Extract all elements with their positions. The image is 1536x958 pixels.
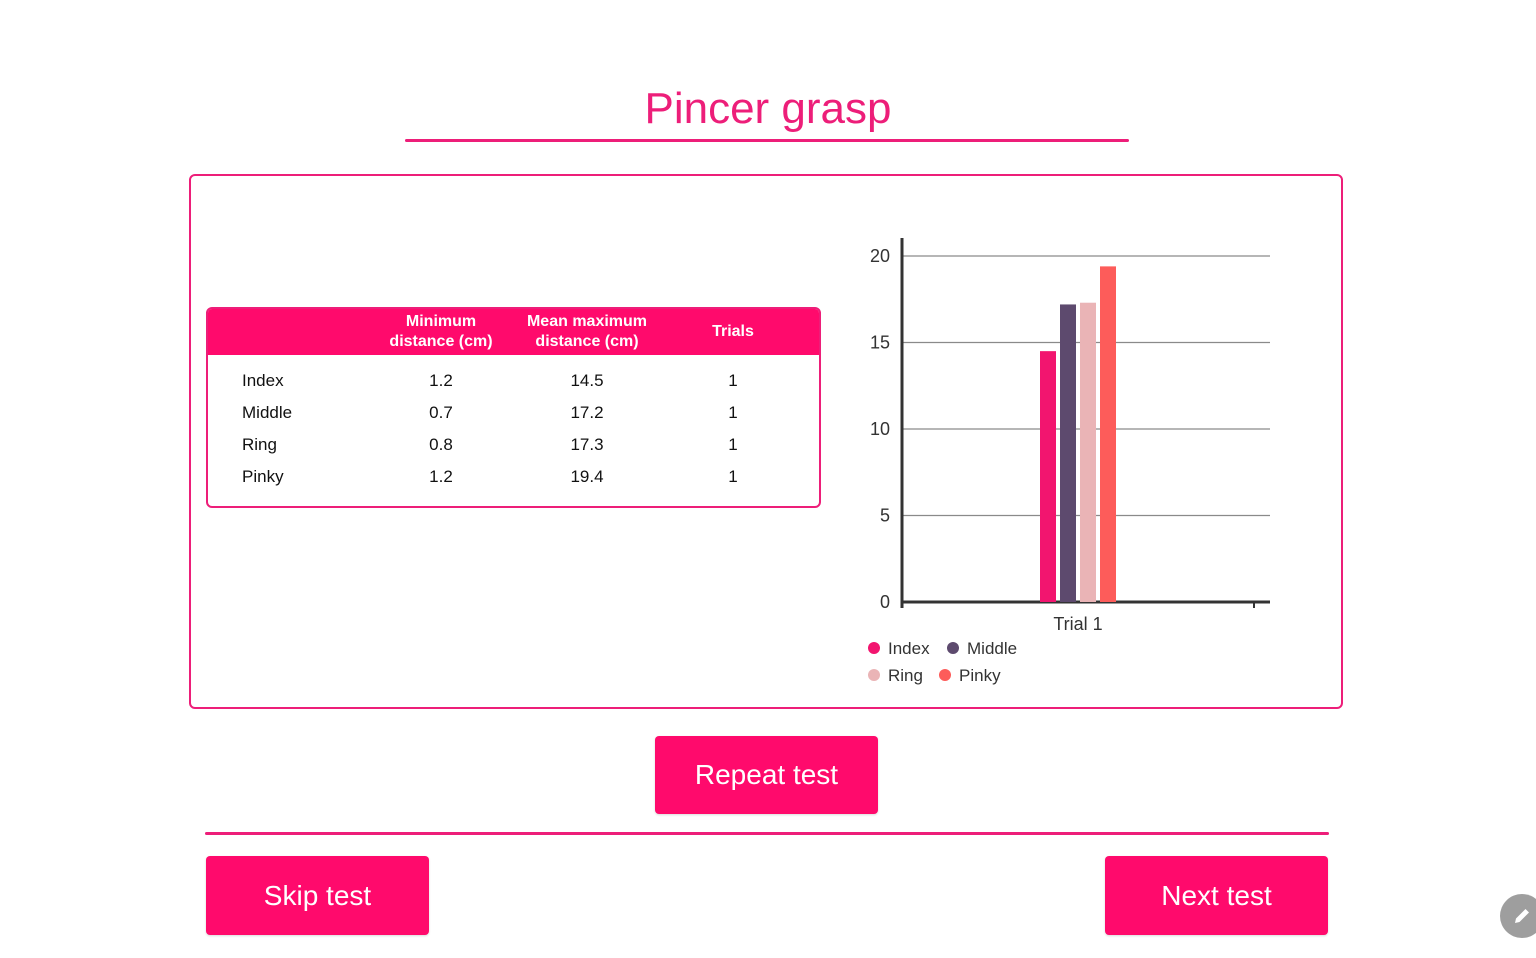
header-mean-line2: distance (cm): [535, 333, 639, 350]
legend-label-ring: Ring: [888, 666, 923, 685]
results-table: Minimum distance (cm) Mean maximum dista…: [206, 307, 821, 508]
legend-swatch-index: [868, 642, 880, 654]
row-finger: Middle: [242, 403, 293, 422]
table-row: Middle 0.7 17.2 1: [208, 397, 819, 429]
header-min-line2: distance (cm): [389, 333, 493, 350]
skip-test-button[interactable]: Skip test: [206, 856, 429, 935]
header-mean-line1: Mean maximum: [526, 313, 648, 330]
title-underline: [405, 139, 1129, 142]
table-row: Index 1.2 14.5 1: [208, 365, 819, 397]
header-trials: Trials: [712, 323, 754, 340]
row-min: 0.8: [429, 435, 453, 454]
page-title: Pincer grasp: [644, 84, 892, 133]
legend-swatch-middle: [947, 642, 959, 654]
x-category-label: Trial 1: [1053, 614, 1102, 634]
legend-swatch-pinky: [939, 669, 951, 681]
next-test-button[interactable]: Next test: [1105, 856, 1328, 935]
header-min-line1: Minimum: [405, 313, 477, 330]
bar-index: [1040, 351, 1056, 602]
y-tick-label: 0: [880, 592, 890, 612]
y-tick-label: 10: [870, 419, 890, 439]
legend-swatch-ring: [868, 669, 880, 681]
row-mean-max: 17.2: [570, 403, 604, 422]
y-tick-label: 5: [880, 506, 890, 526]
row-trials: 1: [728, 371, 738, 390]
y-tick-label: 20: [870, 246, 890, 266]
row-trials: 1: [728, 403, 738, 422]
table-row: Pinky 1.2 19.4 1: [208, 461, 819, 493]
bar-ring: [1080, 302, 1096, 602]
y-tick-label: 15: [870, 333, 890, 353]
row-trials: 1: [728, 435, 738, 454]
table-header: Minimum distance (cm) Mean maximum dista…: [208, 309, 819, 355]
row-finger: Ring: [242, 435, 277, 454]
bar-pinky: [1100, 266, 1116, 602]
legend-label-pinky: Pinky: [959, 666, 1001, 685]
row-min: 1.2: [429, 371, 453, 390]
results-panel: [189, 174, 1343, 709]
row-finger: Index: [242, 371, 284, 390]
edit-fab[interactable]: [1500, 894, 1536, 938]
row-mean-max: 17.3: [570, 435, 604, 454]
header-mean-max-distance: Mean maximum distance (cm): [512, 309, 662, 355]
section-divider: [205, 832, 1329, 835]
bar-chart: 0 5 10 15 20 Trial 1 Index Middle Ring Pinky: [868, 238, 1270, 685]
pencil-icon: [1515, 909, 1529, 923]
row-mean-max: 19.4: [570, 467, 604, 486]
table-row: Ring 0.8 17.3 1: [208, 429, 819, 461]
legend-label-middle: Middle: [967, 639, 1017, 658]
row-mean-max: 14.5: [570, 371, 604, 390]
header-min-distance: Minimum distance (cm): [371, 309, 511, 355]
row-finger: Pinky: [242, 467, 284, 486]
bar-middle: [1060, 304, 1076, 602]
row-min: 1.2: [429, 467, 453, 486]
repeat-test-button[interactable]: Repeat test: [655, 736, 878, 814]
row-trials: 1: [728, 467, 738, 486]
row-min: 0.7: [429, 403, 453, 422]
legend-label-index: Index: [888, 639, 930, 658]
